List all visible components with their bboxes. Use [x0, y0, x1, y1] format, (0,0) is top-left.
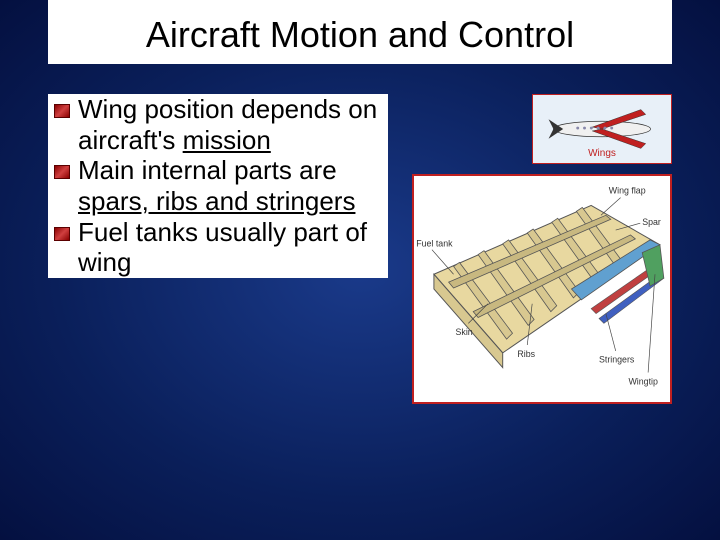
diagram-column: Wings — [404, 94, 672, 404]
content-area: Wing position depends on aircraft's miss… — [0, 94, 720, 404]
bullet-list: Wing position depends on aircraft's miss… — [48, 94, 388, 404]
bullet-text: Main internal parts are — [78, 155, 337, 185]
label-wing-flap: Wing flap — [609, 186, 646, 196]
label-wingtip: Wingtip — [628, 376, 658, 386]
label-skin: Skin — [456, 327, 473, 337]
wing-structure-diagram: Wing flap Spar Fuel tank Skin Ribs Strin… — [412, 174, 672, 404]
thumbnail-label: Wings — [588, 148, 616, 159]
bullet-text: Fuel tanks usually part of wing — [78, 217, 367, 278]
label-fuel-tank: Fuel tank — [416, 239, 453, 249]
label-spar: Spar — [642, 217, 661, 227]
bullet-item: Fuel tanks usually part of wing — [48, 217, 388, 278]
page-title: Aircraft Motion and Control — [48, 0, 672, 64]
aircraft-thumbnail: Wings — [532, 94, 672, 164]
bullet-item: Wing position depends on aircraft's miss… — [48, 94, 388, 155]
label-ribs: Ribs — [517, 349, 535, 359]
bullet-underline: spars, ribs and stringers — [78, 186, 355, 216]
bullet-item: Main internal parts are spars, ribs and … — [48, 155, 388, 216]
label-stringers: Stringers — [599, 355, 635, 365]
bullet-underline: mission — [183, 125, 271, 155]
